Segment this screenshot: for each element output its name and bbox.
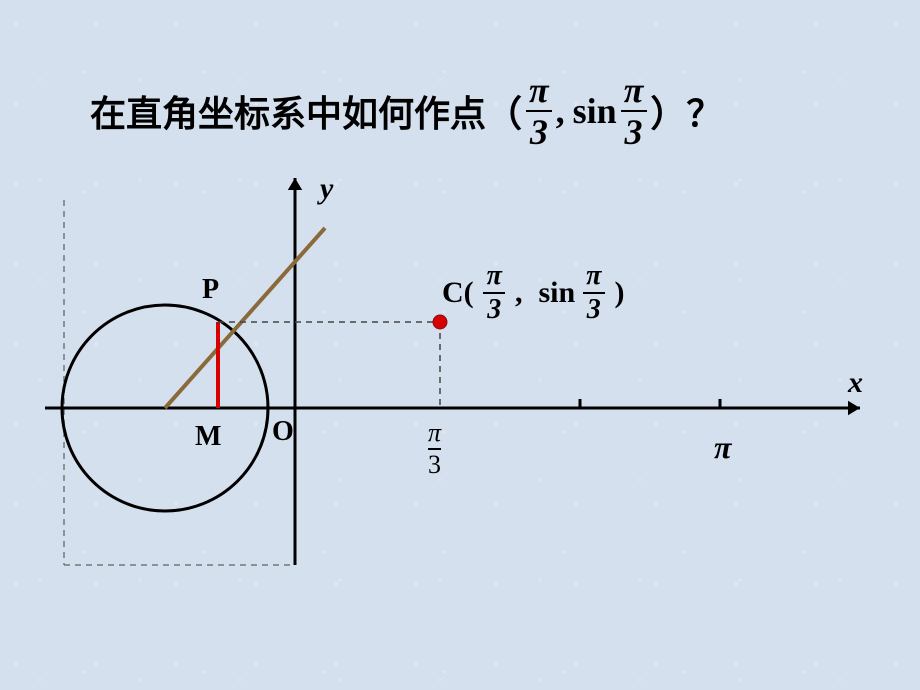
svg-text:x: x <box>847 366 863 399</box>
question-text: 在直角坐标系中如何作点（ π 3 , sin π 3 ）？ <box>90 72 722 150</box>
svg-text:O: O <box>272 416 294 447</box>
q-sin: sin <box>573 90 617 132</box>
svg-text:π: π <box>714 429 733 465</box>
q-suffix: ）？ <box>650 85 722 137</box>
svg-text:y: y <box>317 172 334 205</box>
q-frac1: π 3 <box>525 72 553 150</box>
coordinate-diagram: y x O M Pπ <box>20 170 900 590</box>
svg-text:M: M <box>195 421 221 452</box>
svg-text:P: P <box>202 274 219 305</box>
q-comma: , <box>556 90 565 132</box>
q-frac2: π 3 <box>620 72 648 150</box>
q-prefix: 在直角坐标系中如何作点（ <box>90 85 522 137</box>
